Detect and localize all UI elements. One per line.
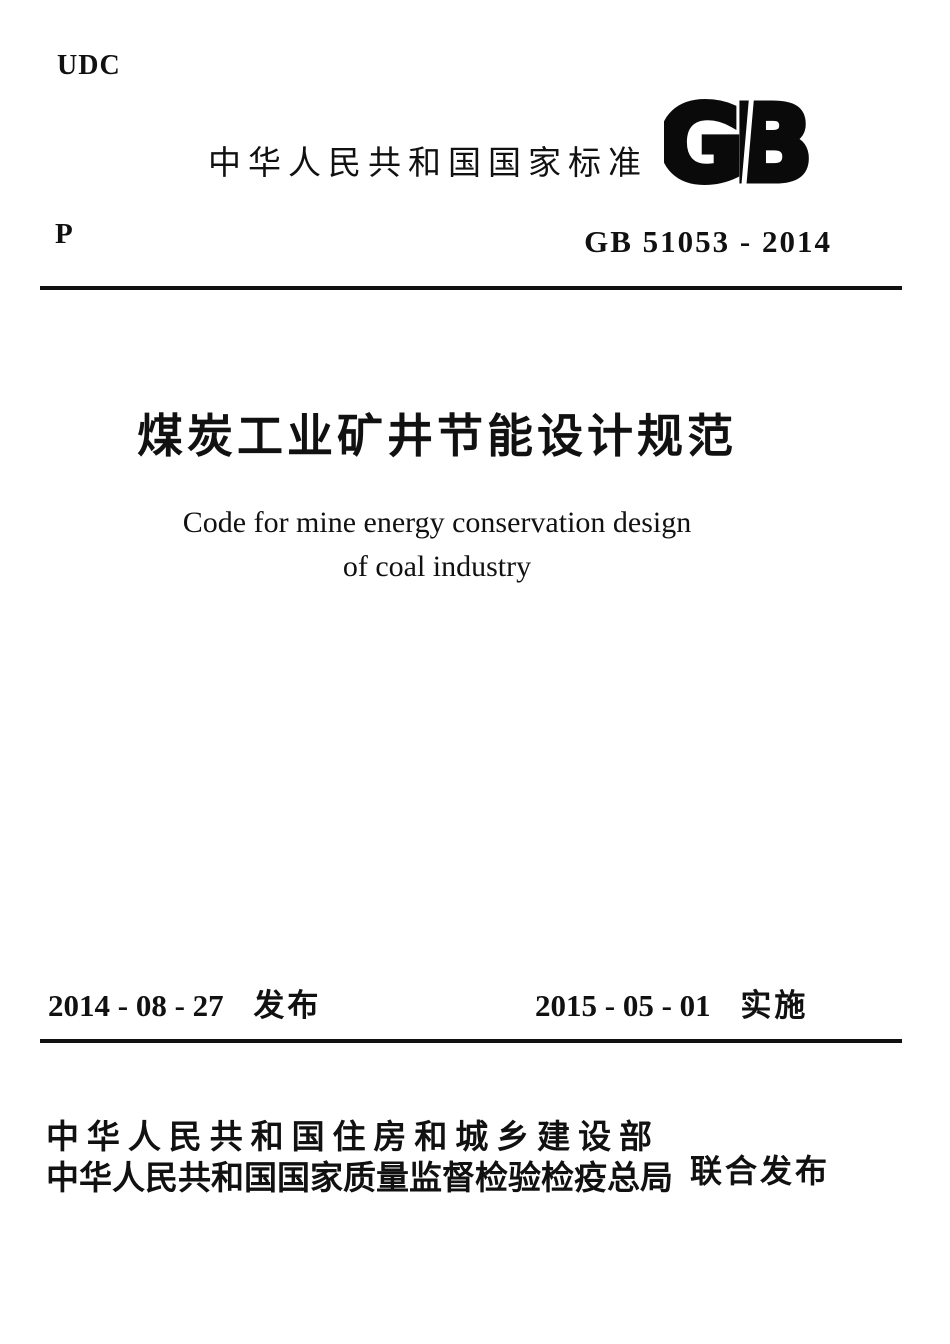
title-block: 煤炭工业矿井节能设计规范 Code for mine energy conser… xyxy=(0,400,874,586)
publisher-line2: 中华人民共和国国家质量监督检验检疫总局 xyxy=(46,1159,673,1196)
national-standard-label: 中华人民共和国国家标准 xyxy=(208,144,648,181)
classification-code: P xyxy=(55,218,73,250)
divider-bottom xyxy=(40,1039,902,1043)
gb-logo-divider xyxy=(741,91,755,185)
title-english-line1: Code for mine energy conservation design xyxy=(182,506,692,539)
issue-date-group: 2014 - 08 - 27 发布 xyxy=(48,980,321,1025)
title-chinese: 煤炭工业矿井节能设计规范 xyxy=(137,411,737,462)
publisher-line1: 中华人民共和国住房和城乡建设部 xyxy=(46,1118,652,1155)
issue-date: 2014 - 08 - 27 xyxy=(48,988,224,1023)
implementation-date: 2015 - 05 - 01 xyxy=(535,988,711,1023)
udc-label: UDC xyxy=(57,50,121,81)
publisher-block: 中华人民共和国住房和城乡建设部 中华人民共和国国家质量监督检验检疫总局 联合发布 xyxy=(46,1116,906,1198)
divider-top xyxy=(40,286,902,290)
publisher-names: 中华人民共和国住房和城乡建设部 中华人民共和国国家质量监督检验检疫总局 xyxy=(46,1116,673,1198)
implementation-date-label: 实施 xyxy=(740,988,809,1023)
joint-release-label: 联合发布 xyxy=(690,1153,831,1189)
standard-number: GB 51053 - 2014 xyxy=(584,224,832,259)
implementation-date-group: 2015 - 05 - 01 实施 xyxy=(535,980,808,1025)
title-english-line2: of coal industry xyxy=(342,550,532,583)
gb-logo-icon: GB xyxy=(664,88,819,188)
issue-date-label: 发布 xyxy=(253,988,322,1023)
gb-logo-text: GB xyxy=(664,88,805,188)
